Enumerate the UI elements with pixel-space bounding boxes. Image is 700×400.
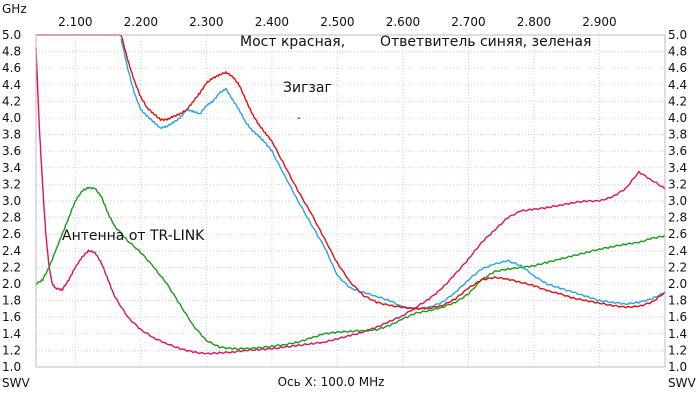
y-tick-label-right: 4.6 xyxy=(668,61,687,75)
y-tick-label-left: 1.0 xyxy=(2,360,21,374)
y-tick-label-right: 5.0 xyxy=(668,28,687,42)
x-tick-label: 2.800 xyxy=(517,15,551,29)
y-tick-label-left: 2.0 xyxy=(2,277,21,291)
y-tick-label-left: 5.0 xyxy=(2,28,21,42)
y-tick-label-right: 1.6 xyxy=(668,310,687,324)
y-tick-label-right: 1.4 xyxy=(668,327,687,341)
y-tick-label-left: 2.4 xyxy=(2,244,21,258)
y-tick-label-left: 4.6 xyxy=(2,61,21,75)
y-tick-label-right: 1.2 xyxy=(668,343,687,357)
y-tick-label-right: 3.8 xyxy=(668,128,687,142)
y-tick-label-left: 1.2 xyxy=(2,343,21,357)
y-tick-label-left: 4.8 xyxy=(2,45,21,59)
y-tick-label-right: 4.4 xyxy=(668,78,687,92)
y-tick-label-left: 3.8 xyxy=(2,128,21,142)
x-tick-label: 2.100 xyxy=(58,15,92,29)
y-tick-label-right: 4.2 xyxy=(668,94,687,108)
series-line xyxy=(36,186,666,350)
y-tick-label-right: 2.6 xyxy=(668,227,687,241)
x-axis-title: Ось X: 100.0 MHz xyxy=(278,375,385,389)
x-tick-label: 2.500 xyxy=(320,15,354,29)
annotation-antenna: Антенна от TR-LINK xyxy=(62,228,205,244)
y-tick-label-left: 2.2 xyxy=(2,260,21,274)
x-tick-label: 2.900 xyxy=(582,15,616,29)
y-tick-label-right: 3.2 xyxy=(668,177,687,191)
y-tick-label-right: 4.8 xyxy=(668,45,687,59)
x-tick-label: 2.300 xyxy=(189,15,223,29)
series-line xyxy=(36,34,666,311)
y-tick-label-left: 4.2 xyxy=(2,94,21,108)
y-tick-label-left: 1.4 xyxy=(2,327,21,341)
y-tick-label-right: 2.2 xyxy=(668,260,687,274)
y-tick-label-right: 3.4 xyxy=(668,161,687,175)
y-tick-label-left: 1.8 xyxy=(2,294,21,308)
y-tick-label-left: 3.4 xyxy=(2,161,21,175)
left-axis-label: SWV xyxy=(2,376,30,390)
y-tick-label-right: 3.6 xyxy=(668,144,687,158)
y-tick-label-left: 3.6 xyxy=(2,144,21,158)
y-tick-label-left: 3.2 xyxy=(2,177,21,191)
y-tick-label-left: 3.0 xyxy=(2,194,21,208)
y-tick-label-left: 1.6 xyxy=(2,310,21,324)
annotation-coupler-blue-green: Ответвитель синяя, зеленая xyxy=(380,34,591,50)
y-tick-label-right: 3.0 xyxy=(668,194,687,208)
y-tick-label-right: 1.0 xyxy=(668,360,687,374)
x-tick-label: 2.700 xyxy=(451,15,485,29)
series-line xyxy=(120,38,666,310)
x-tick-label: 2.400 xyxy=(255,15,289,29)
top-axis-unit: GHz xyxy=(2,2,27,16)
y-tick-label-right: 2.4 xyxy=(668,244,687,258)
y-tick-label-left: 2.8 xyxy=(2,211,21,225)
y-tick-label-left: 4.4 xyxy=(2,78,21,92)
x-tick-label: 2.600 xyxy=(386,15,420,29)
series-layer xyxy=(35,34,666,355)
y-tick-label-left: 2.6 xyxy=(2,227,21,241)
series-line xyxy=(35,47,666,355)
y-tick-label-right: 2.0 xyxy=(668,277,687,291)
plot-frame xyxy=(35,34,666,368)
y-tick-label-right: 4.0 xyxy=(668,111,687,125)
y-tick-label-right: 1.8 xyxy=(668,294,687,308)
y-tick-label-right: 2.8 xyxy=(668,211,687,225)
annotation-bridge-red: Мост красная, xyxy=(240,34,345,50)
annotation-zigzag: Зигзаг xyxy=(283,80,332,96)
x-tick-label: 2.200 xyxy=(124,15,158,29)
y-tick-label-left: 4.0 xyxy=(2,111,21,125)
annotation-dot: . xyxy=(297,108,301,122)
axes: 1.0 1.0 1.2 1.2 1.4 1.4 1.6 1.6 1.8 1.8 2.0 2.0 2.2 2… xyxy=(2,15,687,374)
grid-lines xyxy=(36,34,665,368)
right-axis-label: SWV xyxy=(668,376,696,390)
